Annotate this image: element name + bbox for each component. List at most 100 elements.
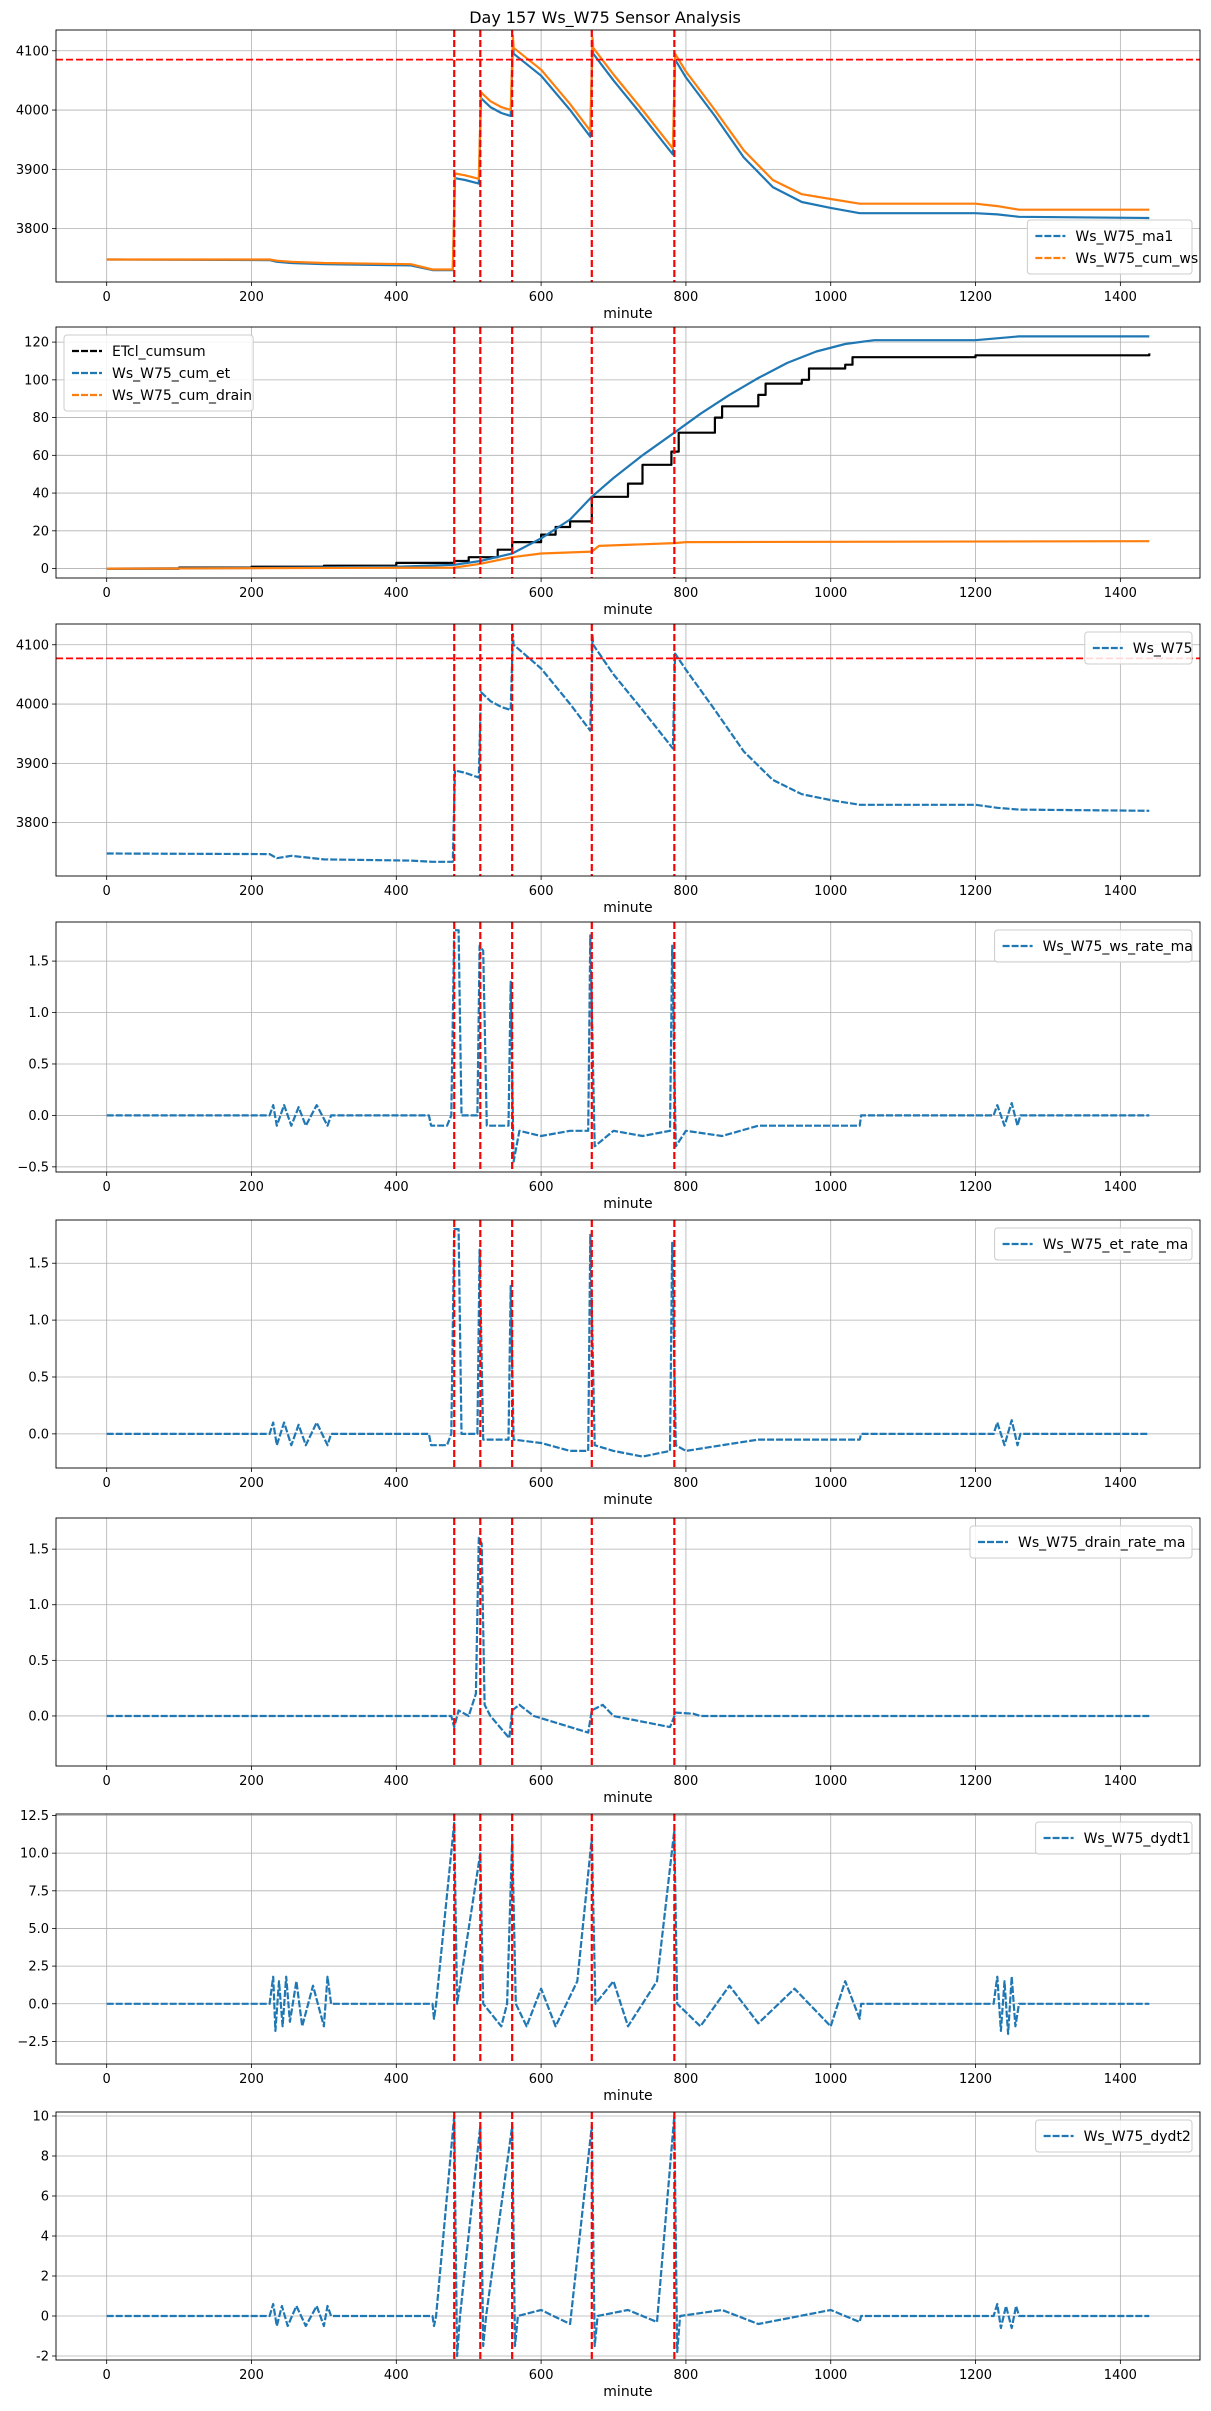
x-tick-label: 1200 [959,586,992,601]
x-tick-label: 1000 [814,1774,847,1789]
axes-frame [55,1813,1201,2065]
panel-p1: 0 200 400 600 800 1000 1200 1400 3800 3900 4000 410… [16,29,1201,322]
y-tick-label: 4000 [16,698,49,713]
x-axis-label: minute [603,2088,652,2104]
x-axis-label: minute [603,1492,652,1508]
panel-p3: 0 200 400 600 800 1000 1200 1400 3800 3900 4000 410… [16,623,1201,916]
y-tick-label: 12.5 [20,1809,49,1824]
x-tick-label: 200 [239,1774,264,1789]
x-tick-label: 400 [384,290,409,305]
legend-label: Ws_W75_dydt1 [1084,1831,1191,1847]
y-tick-label: -2 [36,2350,49,2365]
axes-frame [55,1517,1201,1767]
axes-frame [55,921,1201,1173]
x-tick-label: 0 [103,1180,111,1195]
plot-area [106,1814,1150,2064]
axes-frame [55,1219,1201,1469]
x-tick-label: 0 [103,2072,111,2087]
x-tick-label: 800 [674,1774,699,1789]
x-tick-label: 400 [384,884,409,899]
legend: Ws_W75_ws_rate_ma [994,929,1193,963]
x-tick-label: 0 [103,2368,111,2383]
y-tick-label: 0 [41,2310,49,2325]
x-axis-label: minute [603,306,652,322]
y-tick-label: 1.0 [28,1006,49,1021]
x-tick-label: 800 [674,586,699,601]
x-tick-label: 600 [529,884,554,899]
x-tick-label: 400 [384,2072,409,2087]
plot-area [56,624,1200,876]
y-tick-label: 1.0 [28,1314,49,1329]
y-tick-label: 1.5 [28,1543,49,1558]
legend-box [969,1525,1193,1559]
series-line-Ws_W75_ma1 [106,40,1150,272]
y-tick-label: 0.5 [28,1370,49,1385]
y-tick-label: 5.0 [28,1922,49,1937]
legend-box [1026,219,1193,275]
x-tick-label: 1200 [959,1180,992,1195]
x-axis-label: minute [603,1790,652,1806]
y-tick-label: 0.5 [28,1057,49,1072]
legend-box [994,929,1193,963]
y-tick-label: 4 [41,2230,49,2245]
legend-box [994,1227,1193,1261]
x-tick-label: 1000 [814,2368,847,2383]
x-tick-label: 800 [674,1180,699,1195]
axes-frame [55,29,1201,283]
panel-p4: 0 200 400 600 800 1000 1200 1400 −0.5 0.0 0.5 1.0 1.… [17,921,1201,1212]
x-axis-label: minute [603,1196,652,1212]
y-tick-label: 3800 [16,222,49,237]
x-tick-label: 0 [103,290,111,305]
legend: Ws_W75_dydt2 [1035,2119,1193,2153]
x-tick-label: 600 [529,1774,554,1789]
y-tick-label: 60 [32,449,49,464]
legend: Ws_W75_ma1 Ws_W75_cum_ws [1026,219,1198,275]
panel-p6: 0 200 400 600 800 1000 1200 1400 0.0 0.5 1.0 1.5 min… [28,1517,1201,1806]
x-tick-label: 0 [103,1476,111,1491]
x-tick-label: 1400 [1104,586,1137,601]
x-tick-label: 1200 [959,2072,992,2087]
x-tick-label: 600 [529,290,554,305]
x-tick-label: 1400 [1104,1180,1137,1195]
y-tick-label: −2.5 [17,2035,49,2050]
x-tick-label: 1400 [1104,2368,1137,2383]
x-tick-label: 400 [384,1476,409,1491]
x-tick-label: 200 [239,2368,264,2383]
x-axis-label: minute [603,602,652,618]
y-tick-label: 3900 [16,163,49,178]
x-tick-label: 400 [384,1180,409,1195]
legend-label: Ws_W75_drain_rate_ma [1018,1535,1185,1551]
plot-area [106,1518,1150,1766]
x-tick-label: 1200 [959,1476,992,1491]
y-tick-label: 0.0 [28,1997,49,2012]
y-tick-label: 4100 [16,44,49,59]
y-tick-label: 6 [41,2190,49,2205]
x-tick-label: 200 [239,290,264,305]
y-tick-label: 0 [41,562,49,577]
legend-label: Ws_W75_ws_rate_ma [1043,939,1193,955]
x-axis-label: minute [603,2384,652,2400]
series-line-Ws_W75_dydt2 [106,2114,1150,2358]
legend-box [1035,1821,1193,1855]
x-tick-label: 400 [384,586,409,601]
x-tick-label: 1400 [1104,884,1137,899]
x-tick-label: 1000 [814,884,847,899]
panel-p8: 0 200 400 600 800 1000 1200 1400 -2 0 2 4 6 8 10 minute… [32,2110,1201,2400]
x-tick-label: 1000 [814,2072,847,2087]
legend-box [63,334,254,412]
y-tick-label: 0.0 [28,1709,49,1724]
y-tick-label: 80 [32,411,49,426]
legend-label: Ws_W75 [1133,641,1193,657]
legend-label: Ws_W75_ma1 [1075,229,1173,245]
x-tick-label: 400 [384,1774,409,1789]
legend-label: ETcl_cumsum [112,344,206,360]
series-line-Ws_W75_ws_rate_ma [106,929,1150,1163]
axes-frame [55,623,1201,877]
y-tick-label: 4100 [16,638,49,653]
x-tick-label: 1200 [959,2368,992,2383]
y-tick-label: 120 [24,336,49,351]
y-tick-label: 8 [41,2150,49,2165]
y-tick-label: 20 [32,524,49,539]
x-tick-label: 1200 [959,1774,992,1789]
